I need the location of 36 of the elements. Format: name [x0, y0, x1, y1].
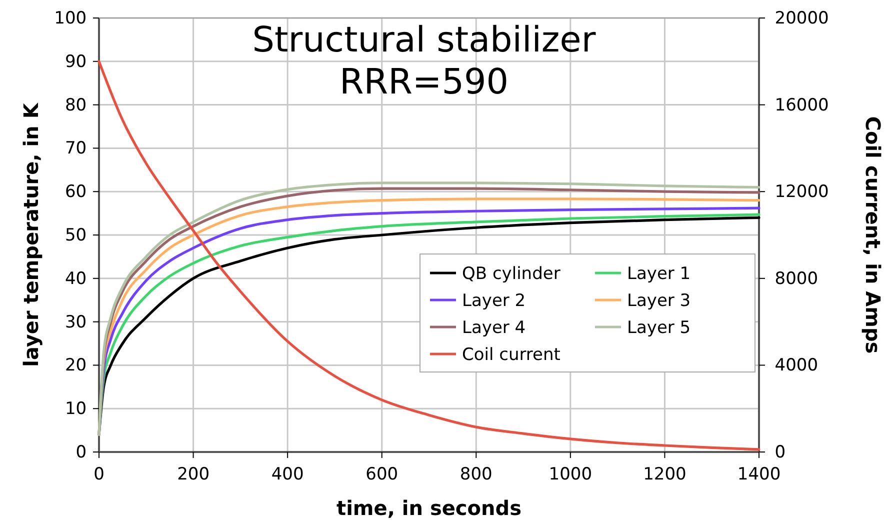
x-tick-label: 1200 [643, 464, 686, 485]
y-tick-label: 10 [64, 399, 87, 420]
legend-label: Layer 2 [462, 290, 526, 311]
legend-label: Layer 5 [627, 318, 691, 338]
y2-tick-label: 12000 [774, 182, 829, 202]
y-tick-label: 20 [64, 356, 87, 376]
y-tick-label: 40 [64, 268, 87, 289]
y2-tick-label: 16000 [774, 95, 829, 116]
x-tick-label: 1400 [737, 464, 781, 485]
y-tick-label: 0 [76, 442, 87, 462]
y2-tick-label: 20000 [774, 8, 829, 28]
y-tick-label: 100 [54, 8, 87, 28]
x-tick-label: 400 [271, 464, 304, 485]
legend-label: Layer 3 [627, 290, 691, 311]
x-tick-label: 800 [460, 464, 492, 485]
y2-tick-label: 0 [774, 442, 786, 462]
text: Structural stabilizer RRR=590 [252, 20, 596, 102]
y2-axis-title: Coil current, in Amps [861, 116, 885, 354]
x-axis-title: time, in seconds [336, 496, 522, 520]
y-axis-title: layer temperature, in K [19, 102, 43, 367]
y-tick-label: 70 [64, 138, 87, 159]
y-tick-label: 80 [64, 95, 87, 116]
x-tick-label: 1000 [548, 464, 592, 485]
x-tick-label: 600 [366, 464, 398, 485]
legend-label: Layer 1 [627, 264, 691, 284]
y-tick-label: 90 [64, 52, 87, 72]
y-tick-label: 50 [64, 225, 87, 246]
y-tick-label: 60 [64, 182, 87, 202]
y2-tick-label: 8000 [774, 268, 818, 289]
y2-tick-label: 4000 [774, 356, 818, 376]
y-tick-label: 30 [64, 312, 87, 332]
x-tick-label: 0 [94, 464, 104, 485]
x-tick-label: 200 [177, 464, 210, 485]
legend-label: Layer 4 [462, 318, 526, 338]
legend-label: QB cylinder [462, 264, 560, 284]
legend-label: Coil current [462, 344, 561, 365]
